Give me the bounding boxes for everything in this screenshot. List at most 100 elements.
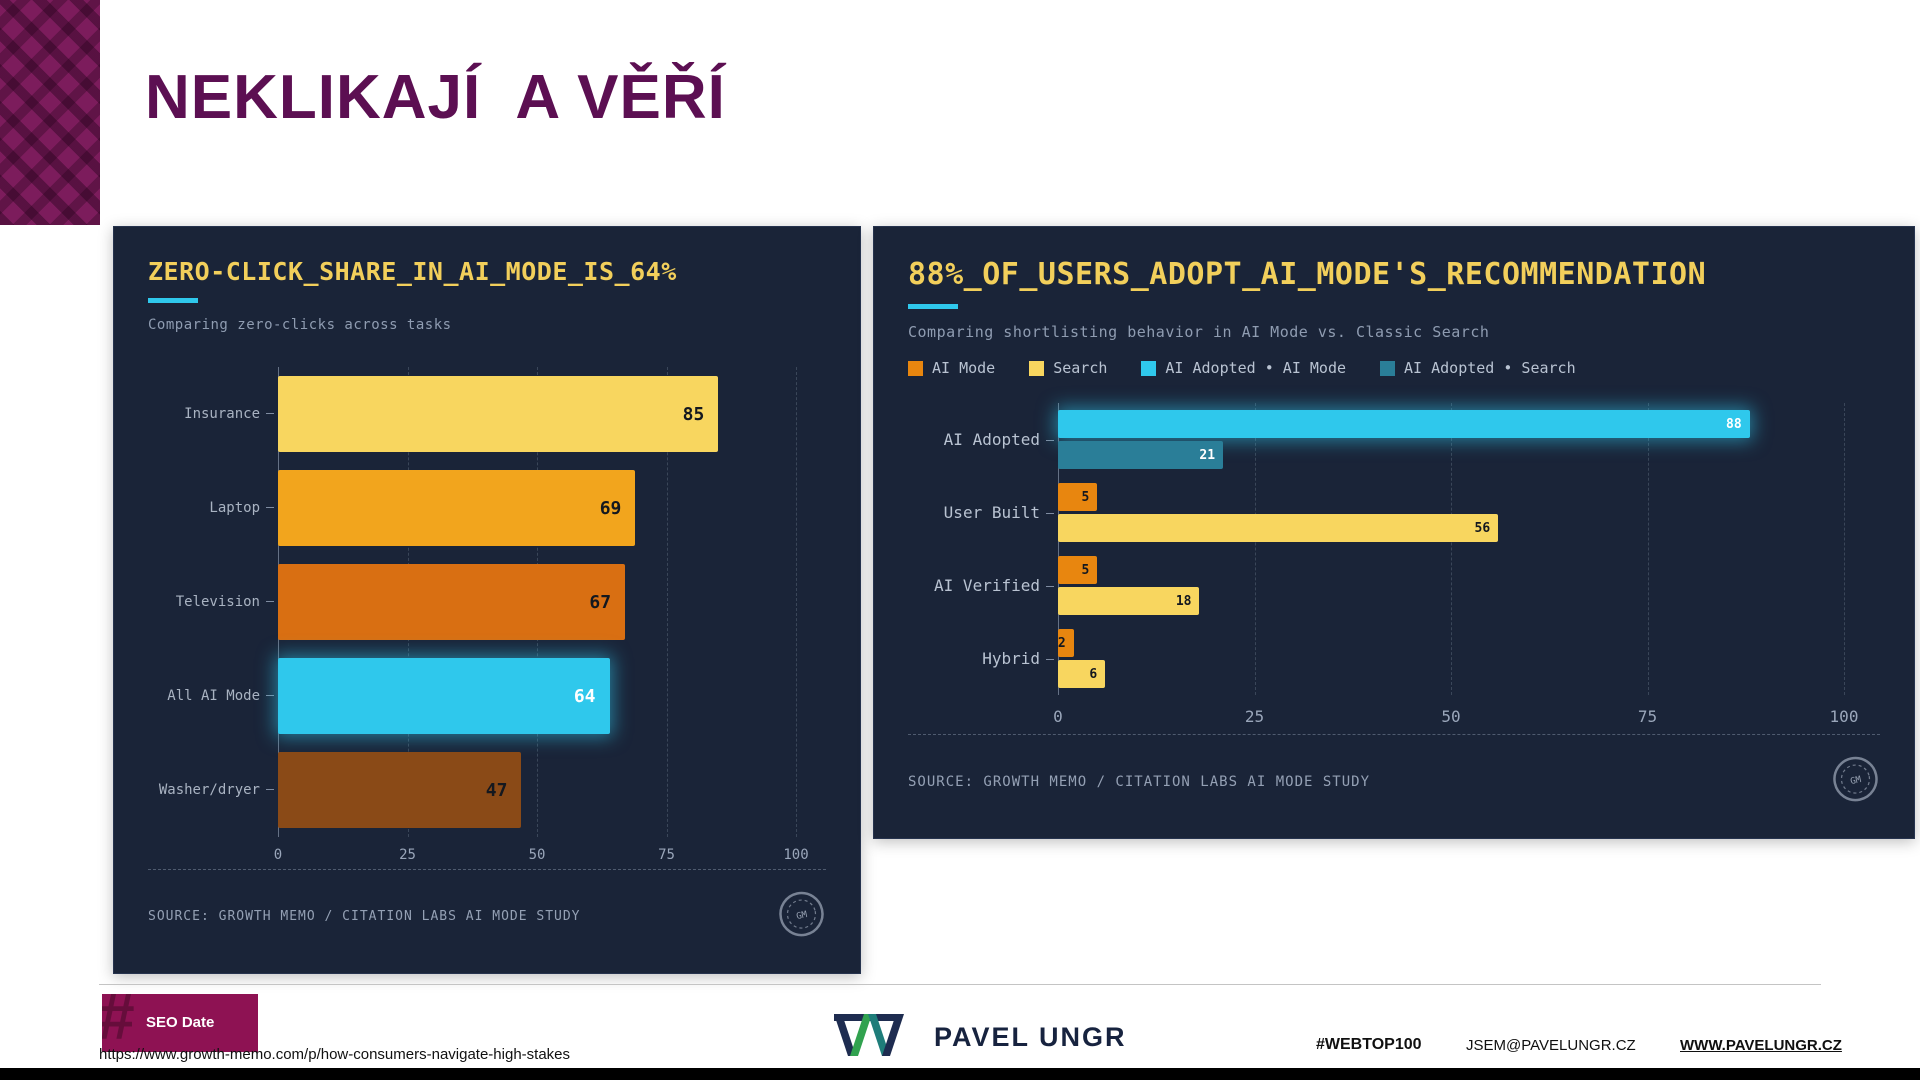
contact-email-link[interactable]: JSEM@PAVELUNGR.CZ [1466,1037,1636,1054]
seo-date-label: SEO Date [146,1014,215,1031]
bar-track: 67 [278,564,796,640]
zero-click-chart: Insurance 85 Laptop 69 Television [148,367,826,869]
legend-label: AI Adopted • Search [1404,359,1576,377]
hash-decoration-icon: # [102,994,135,1052]
bar-rows: Insurance 85 Laptop 69 Television [148,367,826,837]
legend-item-ai-mode: AI Mode [908,359,995,377]
bar-hybrid-search: 6 [1058,660,1106,688]
category-label: Television [148,594,278,610]
svg-text:GM: GM [796,910,809,922]
bar-pair: 5 18 [1058,556,1844,615]
bar-row: Insurance 85 [148,367,826,461]
website-link[interactable]: WWW.PAVELUNGR.CZ [1680,1037,1842,1054]
bar-pair: 2 6 [1058,629,1844,688]
bar-groups: AI Adopted 88 21 User Built 5 [908,403,1880,695]
bar-row: Washer/dryer 47 [148,743,826,837]
tick-label: 0 [1053,707,1063,726]
bar-value: 56 [1474,520,1491,536]
category-label: Hybrid [908,649,1058,668]
growth-memo-stamp-icon: GM [773,886,831,948]
bar-laptop: 69 [278,470,636,546]
legend-item-ai-adopted-ai-mode: AI Adopted • AI Mode [1141,359,1346,377]
bar-track: 69 [278,470,796,546]
growth-memo-stamp-icon: GM [1827,751,1885,813]
bar-user-built-search: 56 [1058,514,1499,542]
chart-legend: AI Mode Search AI Adopted • AI Mode AI A… [908,359,1880,377]
source-note: SOURCE: GROWTH MEMO / CITATION LABS AI M… [908,773,1371,790]
bar-ai-verified-search: 18 [1058,587,1200,615]
bar-user-built-ai-mode: 5 [1058,483,1098,511]
bottom-black-bar [0,1068,1920,1080]
tick-label: 100 [1829,707,1859,726]
tick-label: 50 [528,847,546,863]
logo-mark-icon [834,1012,918,1063]
title-underline [148,298,198,303]
chart-title-right: 88%_OF_USERS_ADOPT_AI_MODE'S_RECOMMENDAT… [908,257,1707,292]
bar-track: 64 [278,658,796,734]
legend-label: AI Adopted • AI Mode [1165,359,1347,377]
footer-divider [99,984,1821,985]
bar-ai-adopted-ai-mode: 88 [1058,410,1750,438]
tick-label: 50 [1441,707,1461,726]
source-url: https://www.growth-memo.com/p/how-consum… [99,1046,571,1063]
bar-track: 47 [278,752,796,828]
chart-subtitle-left: Comparing zero-clicks across tasks [148,317,452,333]
gridlines [1058,403,1845,695]
legend-label: Search [1053,359,1108,377]
bar-group: User Built 5 56 [908,476,1880,549]
bar-pair: 5 56 [1058,483,1844,542]
x-axis: 0 25 50 75 100 [148,847,826,869]
adoption-chart: AI Adopted 88 21 User Built 5 [908,403,1880,729]
bar-ai-verified-ai-mode: 5 [1058,556,1098,584]
legend-swatch [1029,360,1045,376]
category-label: AI Adopted [908,430,1058,449]
bar-value: 2 [1057,635,1066,651]
legend-swatch [1141,360,1157,376]
webtop100-hashtag: #WEBTOP100 [1316,1036,1422,1053]
x-axis-ticks: 0 25 50 75 100 [1053,707,1858,729]
x-axis-ticks: 0 25 50 75 100 [274,847,809,869]
dashed-divider [148,869,826,870]
bar-value: 88 [1726,416,1742,432]
tick-label: 0 [273,847,283,863]
dashed-divider [908,734,1880,735]
legend-swatch [1380,360,1396,376]
seo-date-badge: # SEO Date [102,994,258,1052]
bar-washer-dryer: 47 [278,752,522,828]
bar-value: 5 [1081,562,1090,578]
bar-all-ai-mode: 64 [278,658,610,734]
tick-label: 25 [1244,707,1265,726]
decorative-corner-pattern [0,0,100,225]
legend-item-search: Search [1029,359,1107,377]
source-row: SOURCE: GROWTH MEMO / CITATION LABS AI M… [908,755,1880,808]
tick-label: 75 [1637,707,1658,726]
svg-text:GM: GM [1850,775,1863,787]
bar-value: 47 [485,779,508,801]
category-label: Washer/dryer [148,782,278,798]
bar-value: 85 [682,403,705,425]
bar-value: 67 [589,591,612,613]
x-axis: 0 25 50 75 100 [908,707,1880,729]
bar-row: All AI Mode 64 [148,649,826,743]
bar-ai-adopted-search: 21 [1058,441,1224,469]
slide-title: NEKLIKAJÍ A VĚŘÍ [145,63,726,132]
bar-insurance: 85 [278,376,719,452]
category-label: Insurance [148,406,278,422]
bar-television: 67 [278,564,626,640]
bar-value: 64 [573,685,596,707]
bar-value: 5 [1081,489,1090,505]
legend-swatch [908,360,923,376]
pavel-ungr-logo: PAVEL UNGR [834,1012,1127,1063]
zero-click-chart-panel: ZERO-CLICK_SHARE_IN_AI_MODE_IS_64% Compa… [113,226,861,974]
tick-label: 75 [658,847,675,863]
brand-name: PAVEL UNGR [934,1022,1127,1052]
bar-hybrid-ai-mode: 2 [1058,629,1074,657]
category-label: Laptop [148,500,278,516]
bar-pair: 88 21 [1058,410,1844,469]
tick-label: 25 [399,847,416,863]
bar-row: Television 67 [148,555,826,649]
bar-value: 18 [1175,593,1192,609]
chart-title-left: ZERO-CLICK_SHARE_IN_AI_MODE_IS_64% [148,257,677,286]
source-row: SOURCE: GROWTH MEMO / CITATION LABS AI M… [148,890,826,943]
category-label: All AI Mode [148,688,278,704]
